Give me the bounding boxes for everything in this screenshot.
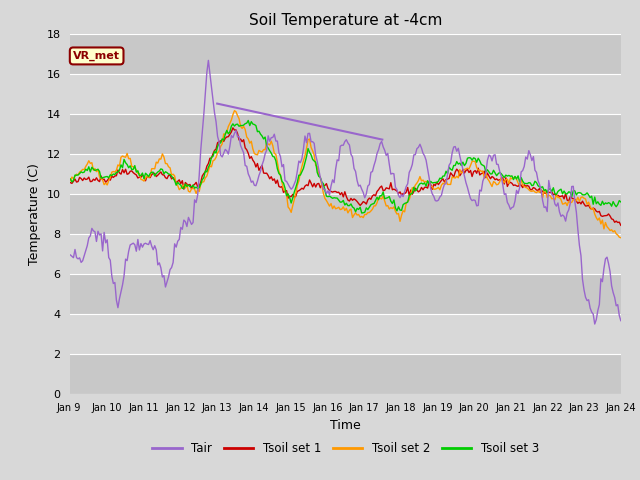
X-axis label: Time: Time [330,419,361,432]
Title: Soil Temperature at -4cm: Soil Temperature at -4cm [249,13,442,28]
Bar [70,234,621,274]
Bar [70,354,621,394]
Bar [70,73,621,114]
Legend: Tair, Tsoil set 1, Tsoil set 2, Tsoil set 3: Tair, Tsoil set 1, Tsoil set 2, Tsoil se… [147,437,544,460]
Y-axis label: Temperature (C): Temperature (C) [28,163,41,264]
Text: VR_met: VR_met [73,51,120,61]
Bar [70,114,621,154]
Bar [70,154,621,193]
Bar [70,193,621,234]
Bar [70,274,621,313]
Bar [70,34,621,73]
Bar [70,313,621,354]
